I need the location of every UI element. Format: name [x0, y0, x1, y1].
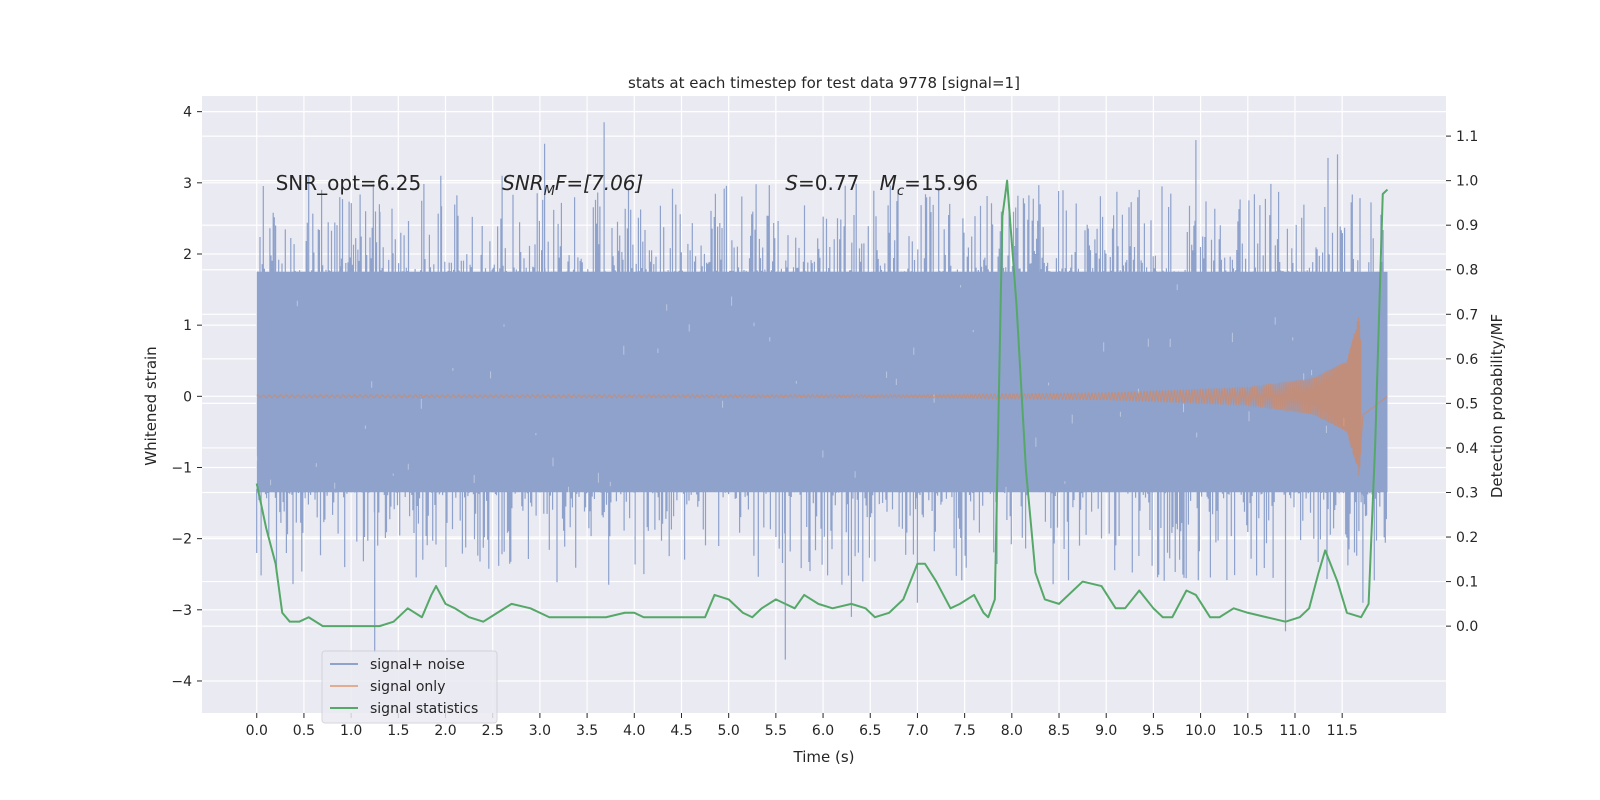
x-axis-title: Time (s)	[793, 748, 855, 766]
x-tick-label: 8.0	[1001, 723, 1023, 739]
x-tick-label: 9.0	[1095, 723, 1117, 739]
x-tick-label: 1.0	[340, 723, 362, 739]
right-tick-label: 0.5	[1456, 396, 1478, 412]
signal-noise-series	[256, 122, 1388, 660]
x-tick-label: 5.5	[765, 723, 787, 739]
x-tick-label: 11.5	[1327, 723, 1358, 739]
right-tick-label: 1.0	[1456, 174, 1478, 190]
signal-only-series	[256, 317, 1388, 476]
x-tick-label: 6.0	[812, 723, 834, 739]
x-tick-label: 6.5	[859, 723, 881, 739]
x-tick-label: 10.0	[1185, 723, 1216, 739]
legend: signal+ noise signal only signal statist…	[321, 650, 498, 724]
x-tick-label: 3.0	[529, 723, 551, 739]
right-tick-label: 0.7	[1456, 307, 1478, 323]
left-tick-label: −3	[171, 603, 192, 619]
x-tick-label: 9.5	[1142, 723, 1164, 739]
noise-gaps	[256, 284, 1375, 496]
x-tick-label: 2.0	[434, 723, 456, 739]
x-tick-label: 0.5	[293, 723, 315, 739]
x-tick-label: 10.5	[1232, 723, 1263, 739]
legend-label-signal-only: signal only	[370, 679, 445, 695]
x-tick-label: 11.0	[1279, 723, 1310, 739]
left-tick-label: 3	[183, 176, 192, 192]
x-tick-label: 2.5	[482, 723, 504, 739]
annotation-snr-mf: SNRMF=[7.06]	[502, 171, 643, 199]
right-tick-label: 0.4	[1456, 441, 1478, 457]
annotations: SNR_opt=6.25 SNRMF=[7.06] S=0.77 Mc=15.96	[276, 171, 979, 199]
left-axis-title: Whitened strain	[142, 346, 160, 465]
legend-box	[321, 650, 498, 724]
right-tick-label: 0.6	[1456, 352, 1478, 368]
x-tick-label: 4.0	[623, 723, 645, 739]
annotation-mc-value: Mc=15.96	[880, 171, 978, 199]
x-axis-ticks: 0.0 0.5 1.0 1.5 2.0 2.5 3.0 3.5 4.0 4.5 5.0 5.5 6.0 6…	[246, 713, 1358, 739]
x-tick-label: 8.5	[1048, 723, 1070, 739]
left-tick-label: −2	[171, 532, 192, 548]
right-tick-label: 1.1	[1456, 129, 1478, 145]
left-tick-label: 4	[183, 105, 192, 121]
right-tick-label: 0.2	[1456, 530, 1478, 546]
right-axis-title: Detection probability/MF	[1488, 314, 1506, 498]
left-tick-label: −1	[171, 460, 192, 476]
x-tick-label: 7.0	[906, 723, 928, 739]
right-tick-label: 0.1	[1456, 575, 1478, 591]
x-tick-label: 7.5	[954, 723, 976, 739]
x-tick-label: 4.5	[670, 723, 692, 739]
x-tick-label: 5.0	[718, 723, 740, 739]
right-tick-label: 0.9	[1456, 218, 1478, 234]
left-tick-label: −4	[171, 674, 192, 690]
right-axis-ticks: 0.0 0.1 0.2 0.3 0.4 0.5 0.6 0.7 0.8 0.9 1.0 1.1	[1446, 129, 1478, 635]
left-tick-label: 0	[183, 389, 192, 405]
signal-statistics-line	[255, 179, 1389, 628]
left-tick-label: 1	[183, 318, 192, 334]
signal-statistics-series	[255, 179, 1389, 628]
legend-label-signal-statistics: signal statistics	[370, 701, 478, 717]
noise-strokes	[256, 122, 1387, 660]
x-tick-label: 3.5	[576, 723, 598, 739]
right-tick-label: 0.0	[1456, 619, 1478, 635]
chart-title: stats at each timestep for test data 977…	[628, 74, 1020, 92]
signal-only-line	[256, 317, 1388, 476]
annotation-snr-opt: SNR_opt=6.25	[276, 171, 422, 195]
left-tick-label: 2	[183, 247, 192, 263]
right-tick-label: 0.3	[1456, 485, 1478, 501]
x-tick-label: 1.5	[387, 723, 409, 739]
left-axis-ticks: −4 −3 −2 −1 0 1 2 3 4	[171, 105, 202, 690]
x-tick-label: 0.0	[246, 723, 268, 739]
noise-core-band	[256, 271, 1388, 493]
right-tick-label: 0.8	[1456, 263, 1478, 279]
legend-label-signal-noise: signal+ noise	[370, 657, 465, 673]
annotation-s-value: S=0.77	[785, 171, 859, 195]
